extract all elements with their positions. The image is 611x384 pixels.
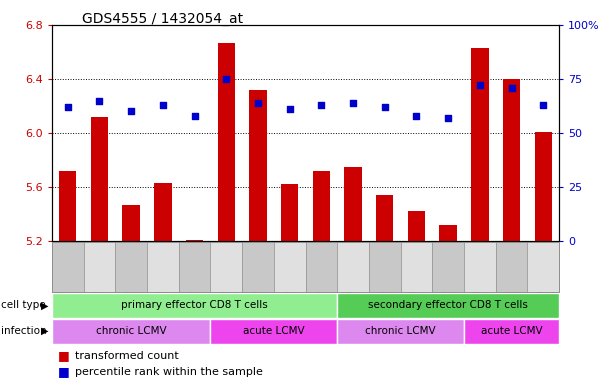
Point — [285, 106, 295, 113]
Text: GSM767668: GSM767668 — [95, 246, 104, 299]
Bar — [91, 117, 108, 241]
Text: transformed count: transformed count — [75, 351, 179, 361]
Point — [95, 98, 104, 104]
Text: ▶: ▶ — [42, 326, 49, 336]
Point — [348, 100, 358, 106]
Text: GSM767667: GSM767667 — [380, 246, 389, 299]
Text: GSM767669: GSM767669 — [222, 246, 231, 298]
Point — [158, 102, 168, 108]
Point — [126, 108, 136, 114]
Text: GSM767680: GSM767680 — [190, 246, 199, 299]
Point — [221, 76, 231, 82]
Point — [412, 113, 422, 119]
Bar — [281, 184, 298, 241]
Text: GSM767666: GSM767666 — [64, 246, 72, 299]
Point — [443, 115, 453, 121]
Bar — [535, 132, 552, 241]
Point — [538, 102, 548, 108]
Text: cell type: cell type — [1, 300, 45, 311]
Text: GSM767674: GSM767674 — [507, 246, 516, 299]
Text: GSM767670: GSM767670 — [475, 246, 485, 299]
Text: ▶: ▶ — [42, 300, 49, 311]
Point — [507, 84, 516, 91]
Bar — [59, 171, 76, 241]
Text: acute LCMV: acute LCMV — [243, 326, 305, 336]
Point — [253, 100, 263, 106]
Text: GSM767679: GSM767679 — [444, 246, 453, 298]
Bar — [52, 293, 337, 318]
Text: chronic LCMV: chronic LCMV — [96, 326, 166, 336]
Text: chronic LCMV: chronic LCMV — [365, 326, 436, 336]
Text: GSM767672: GSM767672 — [412, 246, 421, 299]
Bar — [122, 205, 140, 241]
Bar — [186, 240, 203, 241]
Bar — [408, 212, 425, 241]
Text: GSM767677: GSM767677 — [539, 246, 547, 299]
Bar — [345, 167, 362, 241]
Bar — [337, 293, 559, 318]
Text: GSM767676: GSM767676 — [158, 246, 167, 299]
Text: GSM767665: GSM767665 — [348, 246, 357, 299]
Point — [316, 102, 326, 108]
Point — [380, 104, 390, 110]
Bar — [218, 43, 235, 241]
Bar — [210, 319, 337, 344]
Text: GSM767678: GSM767678 — [317, 246, 326, 299]
Bar — [154, 183, 172, 241]
Point — [189, 113, 199, 119]
Text: GSM767671: GSM767671 — [254, 246, 263, 299]
Text: ■: ■ — [58, 349, 70, 362]
Bar — [464, 319, 559, 344]
Bar — [249, 90, 266, 241]
Bar — [503, 79, 520, 241]
Point — [63, 104, 73, 110]
Text: percentile rank within the sample: percentile rank within the sample — [75, 366, 263, 377]
Text: GSM767673: GSM767673 — [126, 246, 136, 299]
Text: ■: ■ — [58, 365, 70, 378]
Text: GSM767675: GSM767675 — [285, 246, 294, 299]
Text: secondary effector CD8 T cells: secondary effector CD8 T cells — [368, 300, 528, 311]
Bar — [313, 171, 330, 241]
Bar — [471, 48, 489, 241]
Bar — [376, 195, 393, 241]
Text: primary effector CD8 T cells: primary effector CD8 T cells — [121, 300, 268, 311]
Bar — [52, 319, 210, 344]
Bar — [337, 319, 464, 344]
Text: infection: infection — [1, 326, 46, 336]
Text: GDS4555 / 1432054_at: GDS4555 / 1432054_at — [82, 12, 244, 25]
Text: acute LCMV: acute LCMV — [481, 326, 543, 336]
Point — [475, 83, 485, 89]
Bar — [439, 225, 457, 241]
